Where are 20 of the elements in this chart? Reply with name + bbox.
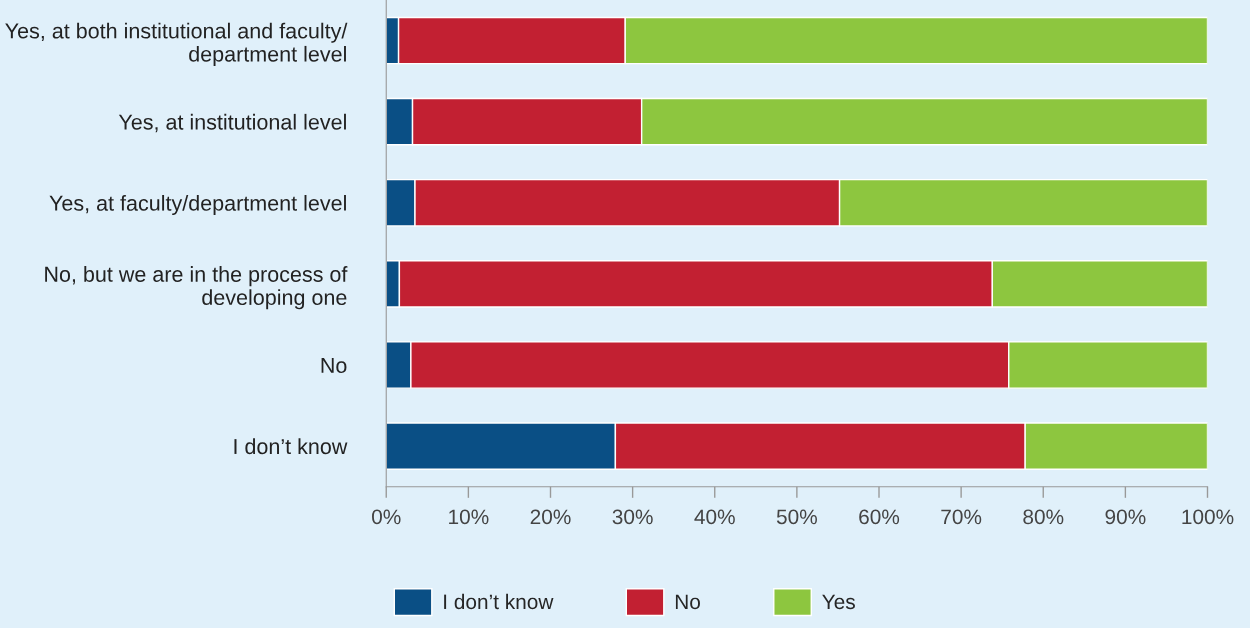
y-tick-label: No — [321, 358, 347, 374]
x-tick-label: 0% — [372, 509, 401, 525]
y-tick-label: Yes, at institutional level — [118, 113, 346, 133]
legend-label: I don’t know — [444, 593, 554, 610]
x-tick-label: 10% — [449, 509, 489, 525]
y-tick-label: I don’t know — [234, 438, 348, 455]
x-tick-label: 60% — [859, 509, 900, 525]
x-tick-label: 80% — [1023, 509, 1064, 525]
x-tick-label: 50% — [776, 509, 817, 525]
legend-label: No — [675, 594, 700, 610]
x-tick-label: 30% — [612, 509, 653, 525]
x-tick-label: 20% — [530, 509, 571, 525]
legend-label: Yes — [822, 594, 855, 610]
y-tick-label: Yes, at both institutional and faculty/ department level — [5, 22, 348, 66]
x-tick-label: 100% — [1182, 509, 1234, 525]
x-tick-label: 40% — [694, 509, 735, 525]
y-tick-label: Yes, at faculty/department level — [49, 194, 346, 216]
y-tick-label: No, but we are in the process of developing one — [45, 266, 348, 310]
x-tick-label: 90% — [1105, 509, 1146, 525]
x-tick-label: 70% — [941, 509, 982, 525]
